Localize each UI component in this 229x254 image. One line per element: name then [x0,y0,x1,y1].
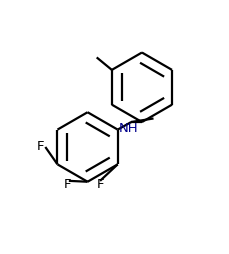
Text: F: F [37,140,44,153]
Text: F: F [63,178,71,191]
Text: NH: NH [119,122,138,135]
Text: F: F [96,178,103,191]
